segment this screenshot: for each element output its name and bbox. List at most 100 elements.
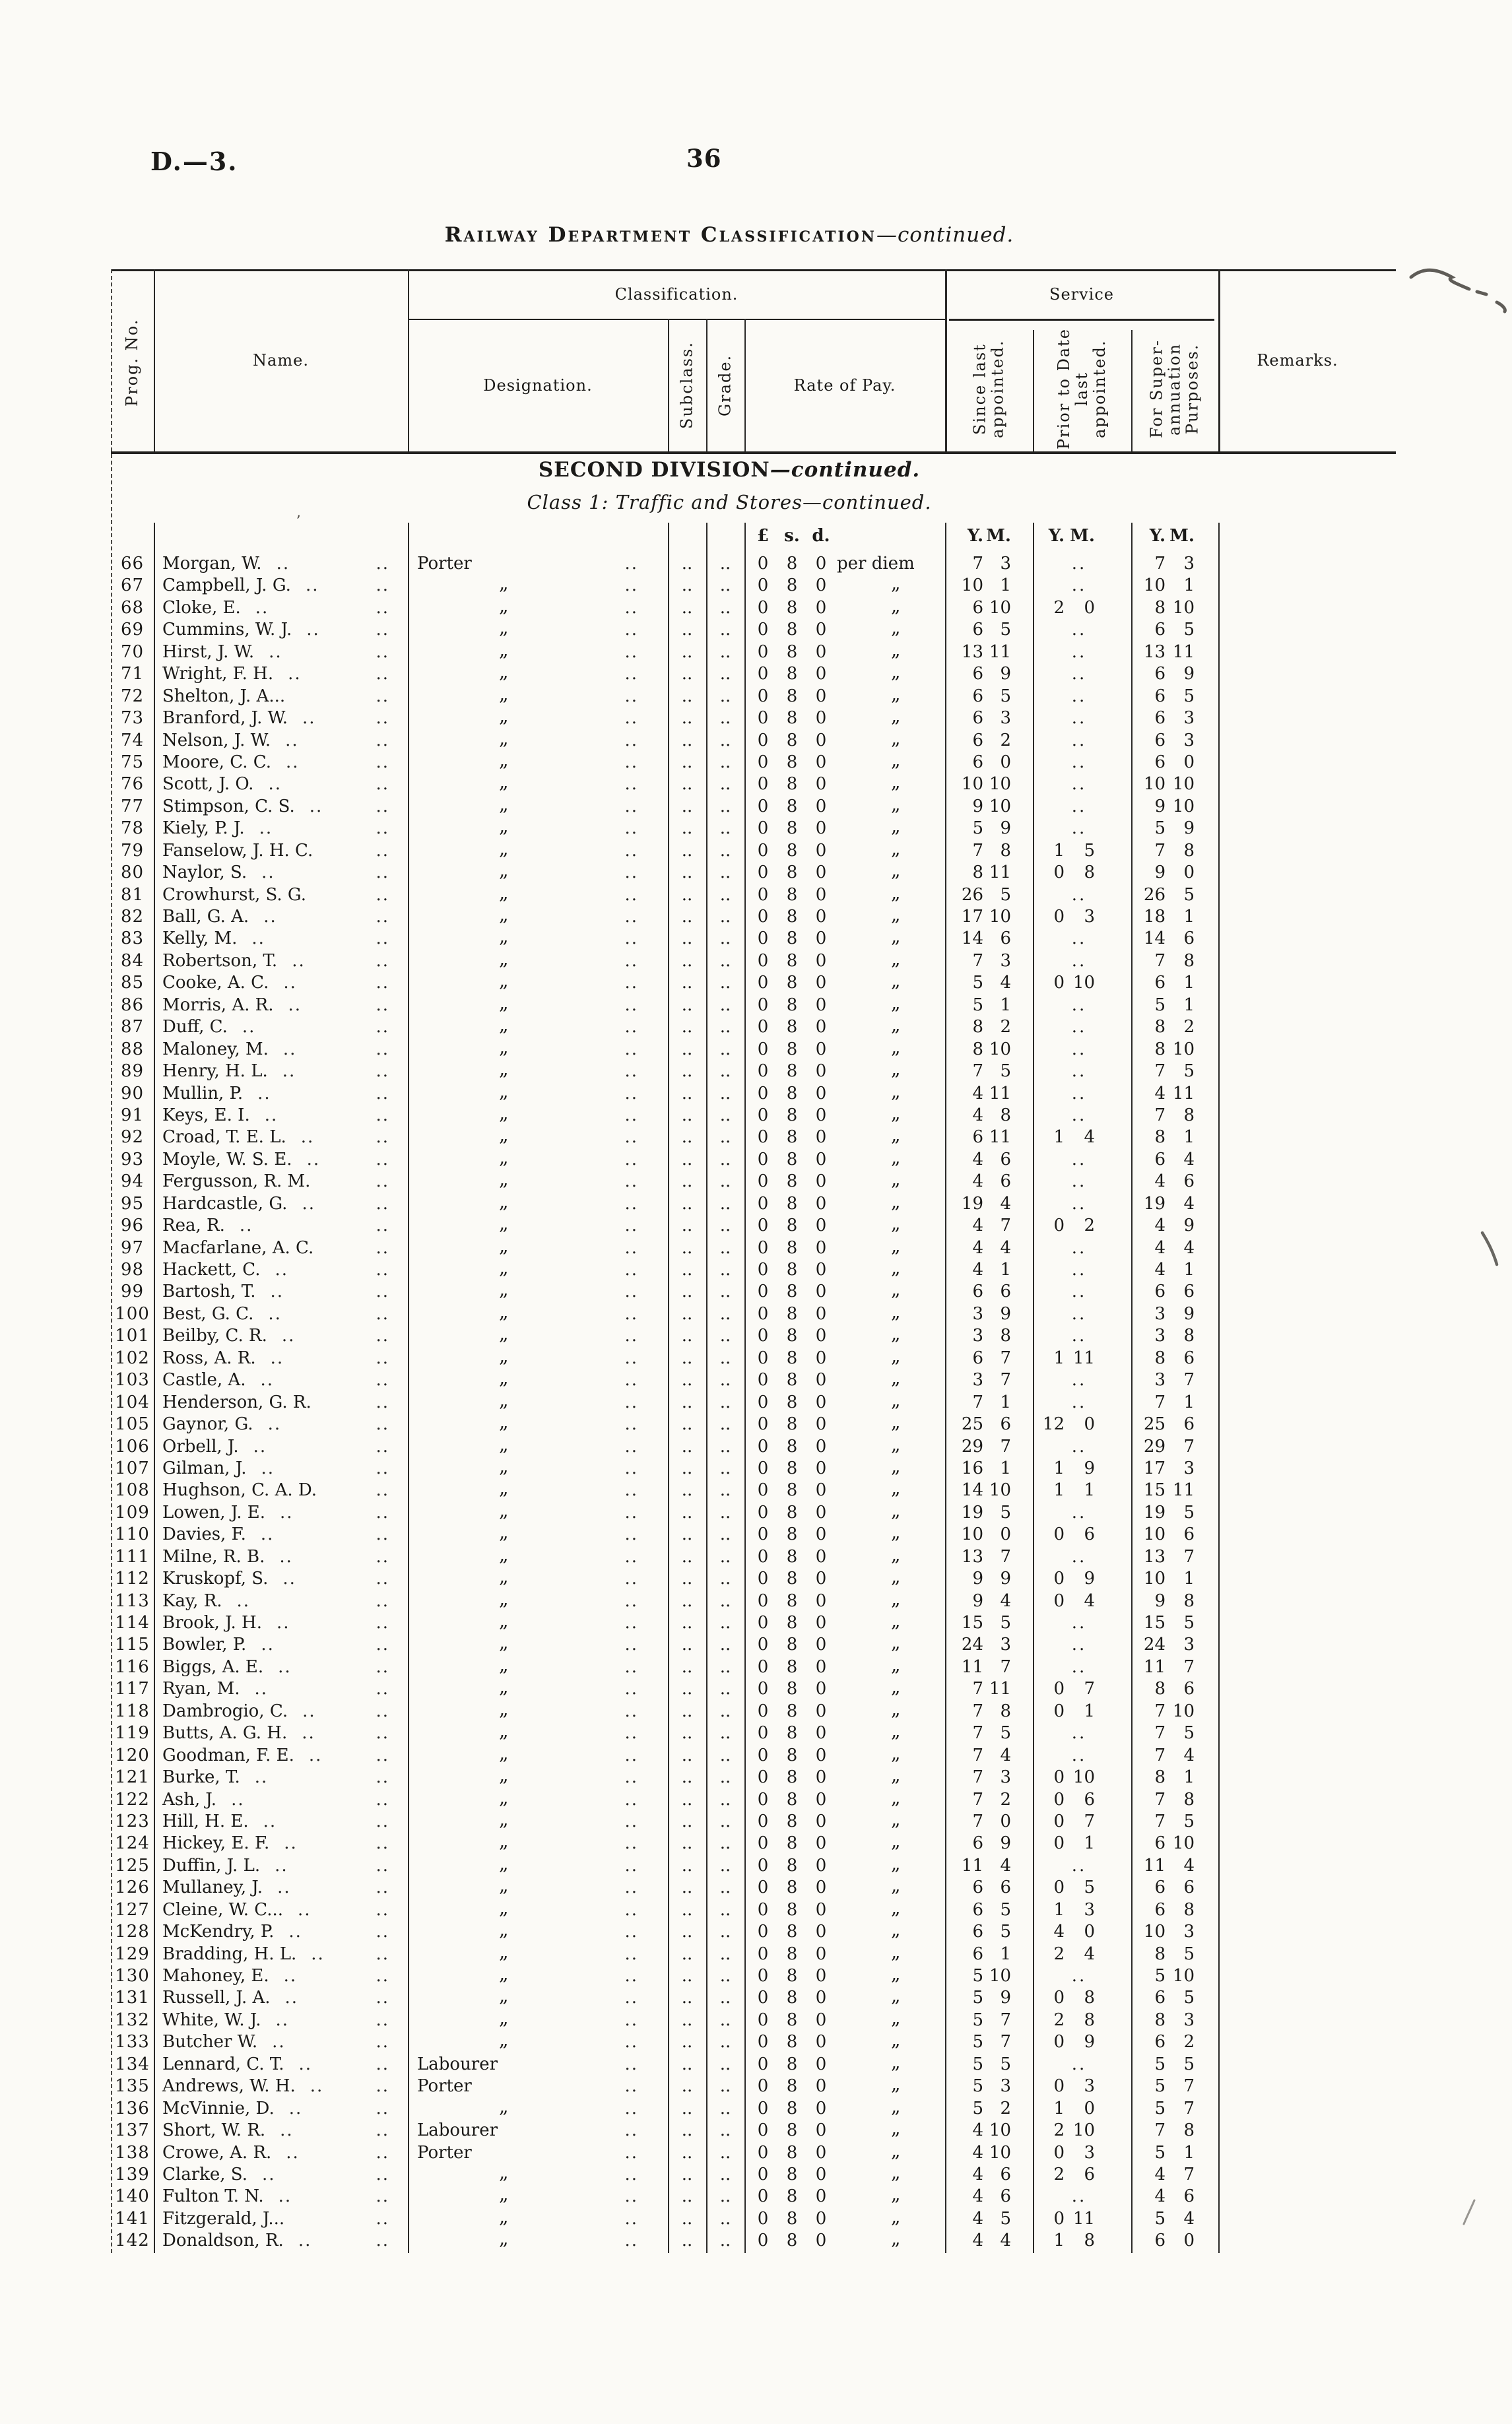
empty-dots: .. — [1071, 2054, 1087, 2074]
cell-rate-of-pay: 0 8 0 „ — [744, 837, 945, 862]
cell-name: Fanselow, J. H. C... — [154, 840, 408, 862]
rate-digit: 8 — [786, 1216, 798, 1236]
cell-prog-no: 141 — [115, 2208, 150, 2229]
leader-dots: .. — [376, 840, 389, 861]
ditto-mark: „ — [891, 1234, 901, 1257]
leader-dots: .. — [231, 1789, 245, 1810]
months-value: 11 — [1172, 1480, 1195, 1501]
leader-dots: .. — [298, 1899, 312, 1920]
table-row: 95 Hardcastle, G..... „...... 0 8 0 „ 19 4.. 19 4 — [111, 1191, 1396, 1215]
cell-grade: .. — [719, 2032, 731, 2052]
months-value: 4 — [1000, 1855, 1011, 1876]
years-value: 6 — [1154, 1878, 1166, 1898]
cell-service-superannuation: 10 3 — [1131, 1921, 1218, 1943]
years-value: 1 — [1053, 1899, 1065, 1920]
table-row: 110 Davies, F..... „...... 0 8 0 „ 10 0 0 6 10 6 — [111, 1521, 1396, 1546]
employee-name: Bartosh, T. — [162, 1282, 256, 1302]
rate-digit: 0 — [815, 1613, 827, 1633]
rate-digit: 0 — [815, 1216, 827, 1236]
months-value: 4 — [1183, 1237, 1195, 1258]
years-value: 11 — [1143, 1855, 1166, 1876]
employee-name: Shelton, J. A... — [162, 686, 286, 706]
months-value: 6 — [1183, 1171, 1195, 1192]
rate-digit: 0 — [757, 2120, 769, 2141]
cell-prog-no: 112 — [115, 1569, 150, 1589]
years-value: 8 — [1154, 1348, 1166, 1368]
rate-digit: 8 — [786, 2231, 798, 2251]
years-value: 0 — [1053, 1833, 1065, 1854]
employee-name: Henry, H. L. — [162, 1061, 268, 1082]
leader-dots: .. — [292, 950, 306, 971]
rate-digit: 0 — [815, 1524, 827, 1545]
leader-dots: .. — [624, 686, 638, 706]
leader-dots: .. — [376, 1988, 389, 2008]
cell-grade: .. — [719, 2142, 731, 2163]
cell-remarks — [1218, 575, 1396, 597]
years-value: 15 — [1143, 1480, 1166, 1501]
cell-service-prior: .. — [1033, 1016, 1131, 1038]
ditto-mark: „ — [499, 1676, 509, 1698]
cell-name: Mahoney, E..... — [154, 1965, 408, 1987]
cell-remarks — [1218, 1039, 1396, 1061]
months-value: 6 — [1183, 1679, 1195, 1699]
cell-name: Campbell, J. G..... — [154, 575, 408, 597]
cell-service-superannuation: 13 7 — [1131, 1546, 1218, 1568]
years-value: 7 — [972, 1679, 983, 1699]
cell-name: Clarke, S..... — [154, 2164, 408, 2186]
cell-remarks — [1218, 796, 1396, 818]
leader-dots: .. — [376, 2010, 389, 2030]
cell-grade: .. — [719, 1988, 731, 2008]
months-value: 4 — [1183, 1193, 1195, 1214]
ditto-mark: „ — [499, 1234, 509, 1257]
ditto-mark: „ — [891, 2006, 901, 2029]
rate-digit: 0 — [815, 2186, 827, 2207]
years-value: 13 — [1143, 641, 1166, 662]
rate-digit: 0 — [815, 1414, 827, 1435]
rate-digit: 0 — [815, 2231, 827, 2251]
designation-label: Porter — [417, 2076, 472, 2097]
months-value: 1 — [1183, 575, 1195, 596]
cell-service-prior: .. — [1033, 553, 1131, 575]
rate-digit: 8 — [786, 1458, 798, 1478]
years-value: 3 — [1154, 1370, 1166, 1391]
ditto-mark: „ — [499, 2006, 509, 2029]
leader-dots: .. — [376, 2164, 389, 2184]
empty-dots: .. — [1071, 950, 1087, 971]
cell-remarks — [1218, 1987, 1396, 2009]
cell-service-superannuation: 19 5 — [1131, 1502, 1218, 1524]
cell-service-prior: .. — [1033, 1083, 1131, 1105]
months-value: 8 — [1084, 863, 1095, 883]
years-value: 5 — [1154, 2098, 1166, 2118]
months-value: 4 — [1000, 973, 1011, 993]
years-value: 24 — [961, 1635, 983, 1655]
rate-digit: 8 — [786, 1944, 798, 1964]
leader-dots: .. — [376, 1745, 389, 1765]
rate-digit: 0 — [757, 1326, 769, 1346]
months-value: 1 — [1183, 1127, 1195, 1148]
cell-rate-of-pay: 0 8 0 „ — [744, 639, 945, 663]
empty-dots: .. — [1071, 1237, 1087, 1258]
empty-dots: .. — [1071, 1966, 1087, 1986]
years-value: 4 — [972, 1083, 983, 1103]
empty-dots: .. — [1071, 641, 1087, 662]
table-row: 142 Donaldson, R..... „...... 0 8 0 „ 4 4 1 8 6 0 — [111, 2227, 1396, 2252]
months-value: 5 — [1000, 1723, 1011, 1744]
years-value: 1 — [1053, 2231, 1065, 2251]
cell-prog-no: 122 — [115, 1789, 150, 1810]
months-value: 6 — [1183, 929, 1195, 949]
leader-dots: .. — [376, 1524, 389, 1545]
cell-grade: .. — [719, 2098, 731, 2118]
cell-grade: .. — [719, 1480, 731, 1501]
cell-grade: .. — [719, 1326, 731, 1346]
leader-dots: .. — [624, 1966, 638, 1986]
cell-designation: „.. — [408, 1058, 668, 1082]
cell-remarks — [1218, 2054, 1396, 2076]
